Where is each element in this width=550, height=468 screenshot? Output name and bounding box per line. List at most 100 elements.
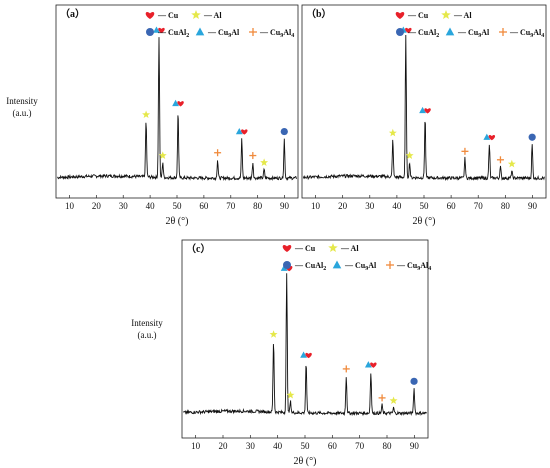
legend-al-star-icon (328, 243, 338, 253)
legend-cual2-circle-icon (283, 261, 291, 269)
legend-cu-heart-icon (282, 245, 292, 253)
peak-marker-0 (269, 330, 278, 338)
al-star-icon (507, 159, 516, 168)
xrd-panel-c: 10 20 30 40 50 60 70 80 90 2θ (°) （c） Intensity (a.u… (131, 239, 431, 467)
x-tick-label: 70 (474, 201, 484, 211)
peak-marker-8 (280, 127, 288, 136)
peak-marker-5 (483, 133, 496, 141)
cu-heart-icon (305, 352, 312, 359)
cu-heart-icon (177, 101, 184, 107)
x-tick-label: 10 (311, 201, 321, 211)
legend-al-star-icon (191, 10, 201, 20)
peak-marker-3 (419, 106, 431, 114)
al-star-icon (260, 158, 269, 166)
legend-label-cual2: — CuAl2 (294, 261, 326, 272)
al-star-icon (158, 151, 167, 159)
legend-cual2-circle-icon (396, 28, 404, 36)
al-star-icon (142, 110, 151, 119)
peak-marker-2 (158, 151, 167, 159)
legend: — Cu — Al — CuAl2 — Cu9Al — Cu9Al4 (145, 10, 294, 39)
legend-label-cu9al: — Cu9Al (344, 261, 377, 272)
peak-marker-6 (378, 394, 386, 402)
x-tick-label: 80 (253, 201, 263, 211)
cu9al4-plus-icon (496, 156, 504, 164)
cu-heart-icon (241, 129, 248, 135)
peak-marker-7 (507, 159, 516, 168)
cu9al-triangle-icon (235, 127, 243, 135)
cual2-circle-icon (280, 127, 288, 136)
peak-marker-7 (260, 158, 269, 166)
x-axis-label: 2θ (°) (166, 216, 189, 227)
x-tick-label: 70 (355, 441, 365, 451)
legend: — Cu — Al — CuAl2 — Cu9Al — Cu9Al4 (395, 10, 544, 39)
cu9al4-plus-icon (461, 147, 469, 155)
y-axis-unit: (a.u.) (13, 108, 32, 118)
cu9al4-plus-icon (249, 152, 257, 160)
cu9al-triangle-icon (483, 133, 491, 140)
cual2-circle-icon (528, 133, 536, 141)
cu-heart-icon (158, 27, 165, 34)
legend-label-cu9al4: — Cu9Al4 (259, 28, 294, 39)
legend-label-al: — Al (453, 11, 472, 20)
peak-marker-4 (342, 365, 350, 373)
peak-marker-7 (389, 396, 398, 405)
x-tick-label: 90 (410, 441, 420, 451)
legend-label-cual2: — CuAl2 (157, 28, 189, 39)
legend-cu9al4-plus-icon (386, 261, 394, 269)
al-star-icon (405, 151, 414, 159)
x-tick-label: 50 (301, 441, 311, 451)
legend-cu9al4-plus-icon (499, 28, 507, 36)
cual2-circle-icon (410, 377, 418, 385)
peak-marker-8 (410, 377, 418, 385)
x-tick-label: 40 (273, 441, 283, 451)
legend-label-cu: — Cu (294, 244, 316, 253)
peak-marker-4 (214, 149, 222, 157)
xrd-panel-b: 10 20 30 40 50 60 70 80 90 2θ (°) （b） — Cu — Al — CuA… (301, 4, 547, 227)
legend-label-cu: — Cu (157, 11, 179, 20)
xrd-panel-a: 10 20 30 40 50 60 70 80 90 2θ (°) （a） Intensity (a.u… (6, 4, 299, 227)
y-axis-label: Intensity (6, 96, 38, 106)
xrd-pattern-line (57, 37, 297, 182)
peak-marker-3 (172, 99, 184, 107)
xrd-pattern-line (183, 273, 427, 417)
cu-heart-icon (424, 108, 431, 114)
x-tick-label: 60 (328, 441, 338, 451)
legend-label-cu: — Cu (407, 11, 429, 20)
x-tick-label: 80 (383, 441, 393, 451)
x-tick-label: 30 (246, 441, 256, 451)
x-tick-label: 70 (226, 201, 236, 211)
legend-label-cual2: — CuAl2 (407, 28, 439, 39)
al-star-icon (269, 330, 278, 338)
legend: — Cu — Al — CuAl2 — Cu9Al — Cu9Al4 (282, 243, 431, 272)
legend-cu9al-triangle-icon (332, 260, 342, 269)
cu9al4-plus-icon (378, 394, 386, 402)
x-tick-label: 60 (447, 201, 457, 211)
peak-marker-0 (388, 128, 397, 137)
x-tick-label: 90 (528, 201, 538, 211)
cu-heart-icon (405, 27, 412, 34)
legend-cu-heart-icon (395, 12, 405, 20)
x-tick-label: 30 (119, 201, 129, 211)
x-tick-label: 10 (65, 201, 75, 211)
y-axis-label: Intensity (131, 318, 163, 328)
x-tick-label: 60 (199, 201, 209, 211)
peak-marker-1 (153, 26, 165, 34)
peak-marker-4 (461, 147, 469, 155)
x-axis-label: 2θ (°) (413, 216, 436, 227)
cu9al4-plus-icon (342, 365, 350, 373)
panel-label: （c） (186, 242, 210, 255)
x-tick-label: 10 (191, 441, 201, 451)
legend-label-al: — Al (203, 11, 222, 20)
legend-label-cu9al4: — Cu9Al4 (509, 28, 544, 39)
legend-cu-heart-icon (145, 12, 155, 20)
cu9al4-plus-icon (214, 149, 222, 157)
xrd-pattern-line (302, 34, 545, 182)
x-tick-label: 50 (420, 201, 430, 211)
peak-marker-5 (235, 127, 248, 135)
peak-marker-3 (300, 351, 312, 359)
peak-marker-0 (142, 110, 151, 119)
x-tick-label: 40 (392, 201, 402, 211)
peak-marker-6 (249, 152, 257, 160)
cu-heart-icon (488, 135, 496, 141)
al-star-icon (388, 128, 397, 137)
